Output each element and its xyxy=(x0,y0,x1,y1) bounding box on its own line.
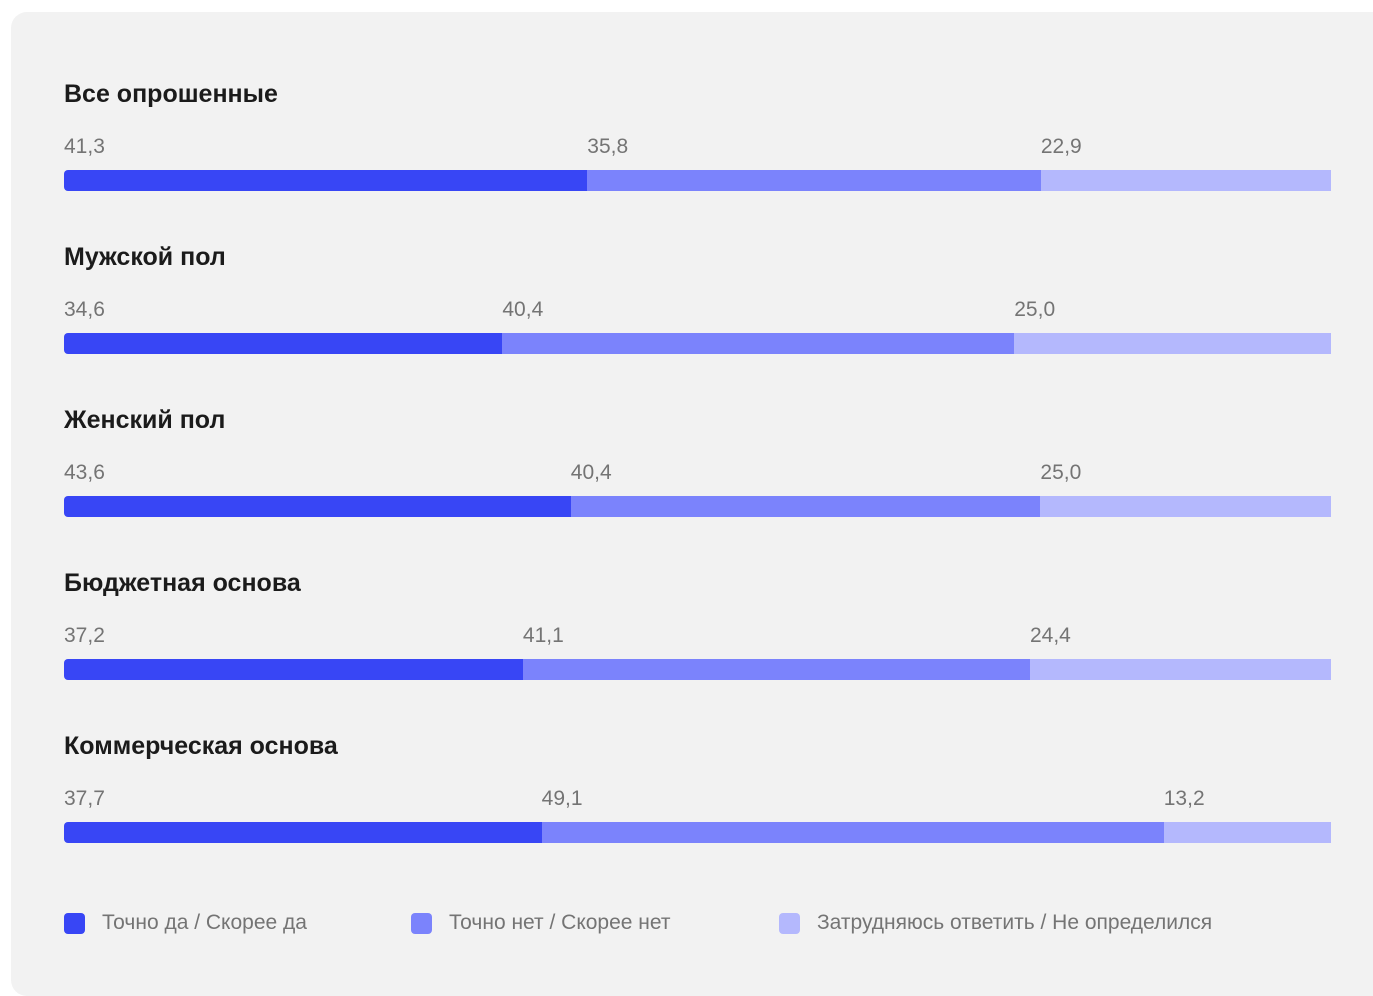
legend-item-yes: Точно да / Скорее да xyxy=(64,911,307,935)
bar-segment-no xyxy=(541,822,1164,843)
bar-segment-undecided xyxy=(1029,659,1331,680)
bar-segment-no xyxy=(522,659,1030,680)
legend-label-yes: Точно да / Скорее да xyxy=(102,911,307,934)
value-label-no: 41,1 xyxy=(522,624,564,647)
value-label-yes: 37,7 xyxy=(64,787,105,810)
value-label-undecided: 25,0 xyxy=(1014,298,1056,321)
legend-swatch-undecided xyxy=(779,912,800,934)
bar-segment-yes xyxy=(64,170,588,191)
legend-item-undecided: Затрудняюсь ответить / Не определился xyxy=(779,911,1212,935)
group-title: Коммерческая основа xyxy=(64,732,338,760)
bar-segment-yes xyxy=(64,333,503,354)
value-label-undecided: 13,2 xyxy=(1163,787,1205,810)
bar-segment-undecided xyxy=(1040,170,1331,191)
bar-segment-no xyxy=(587,170,1041,191)
value-label-no: 49,1 xyxy=(541,787,583,810)
bar-segment-undecided xyxy=(1040,496,1331,517)
value-label-undecided: 22,9 xyxy=(1040,135,1082,158)
bar-segment-yes xyxy=(64,822,542,843)
value-label-no: 40,4 xyxy=(570,461,612,484)
stacked-bar xyxy=(64,659,1331,680)
value-label-yes: 34,6 xyxy=(64,298,105,321)
value-label-yes: 41,3 xyxy=(64,135,105,158)
value-label-undecided: 24,4 xyxy=(1029,624,1071,647)
group-title: Бюджетная основа xyxy=(64,569,301,597)
bar-segment-no xyxy=(570,496,1041,517)
stacked-bar xyxy=(64,822,1331,843)
legend-swatch-no xyxy=(411,912,432,934)
value-label-no: 35,8 xyxy=(587,135,629,158)
value-label-no: 40,4 xyxy=(502,298,544,321)
legend: Точно да / Скорее да Точно нет / Скорее … xyxy=(64,911,1324,939)
value-label-yes: 37,2 xyxy=(64,624,105,647)
stacked-bar xyxy=(64,496,1331,517)
legend-label-undecided: Затрудняюсь ответить / Не определился xyxy=(817,911,1213,934)
legend-swatch-yes xyxy=(64,912,85,934)
bar-segment-yes xyxy=(64,659,523,680)
group-title: Все опрошенные xyxy=(64,80,278,108)
bar-segment-yes xyxy=(64,496,571,517)
group-title: Женский пол xyxy=(64,406,226,434)
legend-item-no: Точно нет / Скорее нет xyxy=(411,911,671,935)
stacked-bar xyxy=(64,333,1331,354)
group-title: Мужской пол xyxy=(64,243,226,271)
stacked-bar xyxy=(64,170,1331,191)
legend-label-no: Точно нет / Скорее нет xyxy=(449,911,671,934)
value-label-yes: 43,6 xyxy=(64,461,105,484)
bar-segment-no xyxy=(502,333,1015,354)
bar-segment-undecided xyxy=(1163,822,1331,843)
bar-segment-undecided xyxy=(1014,333,1331,354)
value-label-undecided: 25,0 xyxy=(1040,461,1082,484)
